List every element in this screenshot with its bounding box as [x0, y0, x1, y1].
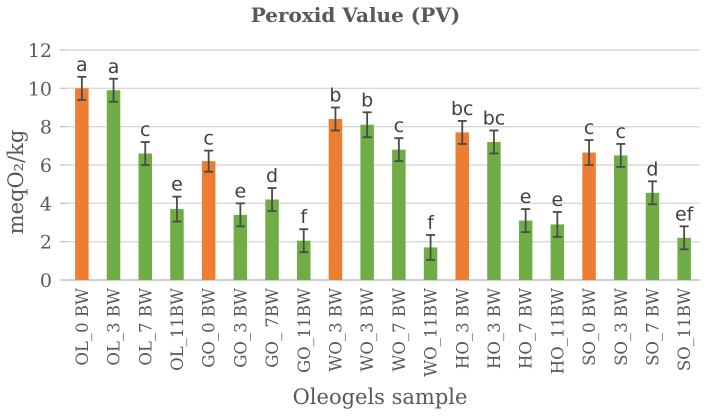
chart-title: Peroxid Value (PV)	[250, 3, 461, 27]
bar-go_11bw	[297, 240, 311, 280]
y-tick-label: 8	[40, 117, 52, 139]
significance-letter-ol_11bw: e	[171, 174, 183, 196]
significance-letter-so_7-bw: d	[646, 158, 658, 180]
bar-go_3-bw	[233, 214, 248, 280]
y-tick-label: 12	[28, 40, 52, 62]
significance-letter-wo_7-bw: c	[394, 115, 404, 137]
x-category-label-wo_3-bw: WO_3 BW	[358, 288, 377, 372]
y-axis-title: meqO₂/kg	[4, 130, 28, 235]
y-tick-label: 2	[40, 232, 52, 254]
significance-letter-go_3-bw: e	[234, 180, 246, 202]
y-tick-label: 10	[28, 78, 52, 100]
x-category-label-so_3-bw: SO_3 BW	[612, 288, 631, 366]
significance-letter-go_11bw: f	[300, 206, 308, 228]
significance-letter-so_0-bw: c	[584, 117, 594, 139]
significance-letter-wo_3-bw: b	[329, 85, 341, 107]
significance-letter-ol_0-bw: a	[76, 54, 88, 76]
x-category-label-wo_3-bw: WO_3 BW	[326, 288, 345, 372]
x-category-label-ol_7-bw: OL_7 BW	[136, 288, 155, 366]
bar-ho_7-bw	[518, 220, 533, 280]
x-category-label-go_-7bw: GO_ 7BW	[263, 288, 282, 368]
x-category-label-ho_3-bw: HO_3 BW	[453, 288, 472, 369]
significance-letter-ho_3-bw: bc	[451, 98, 474, 120]
x-category-label-so_11bw: SO_11BW	[675, 288, 694, 371]
x-category-label-go_11bw: GO_11BW	[295, 288, 314, 373]
significance-letter-ho_3-bw: bc	[483, 108, 506, 130]
significance-letter-ol_7-bw: c	[140, 119, 150, 141]
x-category-label-so_0-bw: SO_0 BW	[580, 288, 599, 366]
x-axis-title: Oleogels sample	[293, 385, 468, 409]
x-category-label-ol_11bw: OL_11BW	[168, 288, 187, 371]
significance-letter-go_-7bw: d	[266, 165, 278, 187]
bar-so_0-bw	[582, 152, 596, 280]
significance-letter-ol_3-bw: a	[108, 56, 120, 78]
x-category-label-wo_11bw: WO_11BW	[422, 288, 441, 377]
bar-so_11bw	[677, 237, 691, 280]
x-category-label-ho_7-bw: HO_7 BW	[517, 288, 536, 369]
significance-letter-ho_7-bw: e	[520, 186, 532, 208]
significance-letter-go_0-bw: c	[203, 128, 213, 150]
x-category-label-ho_11bw: HO_11BW	[548, 288, 567, 374]
significance-letter-so_3-bw: c	[616, 121, 626, 143]
x-category-label-ho_3-bw: HO_3 BW	[485, 288, 504, 369]
bar-ol_7-bw	[138, 153, 152, 280]
bar-ho_11bw	[550, 224, 565, 280]
x-category-label-go_0-bw: GO_0 BW	[200, 288, 219, 368]
y-tick-label: 6	[40, 155, 52, 177]
significance-letter-wo_3-bw: b	[361, 89, 373, 111]
y-tick-label: 0	[40, 270, 52, 292]
significance-letter-ho_11bw: e	[551, 189, 563, 211]
bar-ol_0-bw	[75, 88, 89, 280]
significance-letter-so_11bw: ef	[675, 203, 695, 225]
x-category-label-go_3-bw: GO_3 BW	[231, 288, 250, 368]
bar-so_7-bw	[645, 192, 660, 280]
bar-wo_7-bw	[392, 149, 406, 280]
x-category-label-ol_0-bw: OL_0 BW	[73, 288, 92, 366]
y-tick-label: 4	[40, 193, 52, 215]
bar-wo_11bw	[423, 247, 438, 280]
bar-go_-7bw	[265, 199, 279, 280]
bar-ho_3-bw	[487, 142, 501, 280]
x-category-label-ol_3-bw: OL_3 BW	[105, 288, 124, 366]
bar-ho_3-bw	[455, 132, 469, 280]
bar-ol_11bw	[170, 209, 184, 280]
bar-so_3-bw	[614, 155, 628, 280]
bar-wo_3-bw	[360, 124, 374, 280]
x-category-label-wo_7-bw: WO_7 BW	[390, 288, 409, 372]
x-category-label-so_7-bw: SO_7 BW	[643, 288, 662, 366]
bar-ol_3-bw	[106, 90, 121, 280]
significance-letter-wo_11bw: f	[427, 212, 435, 234]
bar-wo_3-bw	[328, 119, 343, 280]
bar-go_0-bw	[201, 161, 216, 280]
